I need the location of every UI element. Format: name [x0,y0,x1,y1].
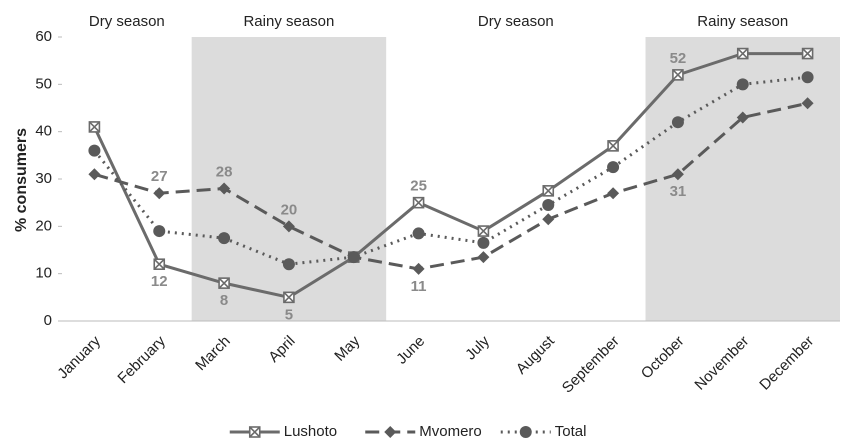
season-label: Rainy season [697,13,788,30]
x-tick-label: April [265,333,298,366]
marker-cross [153,258,165,270]
x-tick-label: September [559,333,623,397]
marker [283,291,295,304]
marker [736,47,749,60]
x-tick-label: August [513,332,559,378]
marker-cross [413,197,425,209]
season-label: Dry season [478,13,554,30]
marker [282,258,295,271]
marker [218,277,230,289]
marker [282,220,295,233]
y-tick-label: 50 [35,75,52,92]
marker [153,258,166,271]
marker [412,262,425,275]
marker [412,196,425,209]
marker [218,232,231,245]
data-label: 20 [281,201,298,218]
marker [153,187,166,200]
marker-cross [607,140,619,152]
marker [671,116,684,129]
season-band [191,37,387,321]
marker-cross [802,48,814,60]
y-tick-label: 40 [35,123,52,140]
marker [248,426,261,438]
season-label: Dry season [89,13,165,30]
data-label: 31 [670,183,687,200]
marker [477,251,490,264]
marker [607,187,620,200]
data-label: 25 [410,178,427,195]
y-tick-label: 30 [35,170,52,187]
y-tick-label: 60 [35,28,52,45]
marker-cross [218,277,230,289]
marker-cross [283,291,295,303]
marker [801,47,814,60]
legend-label: Total [555,423,587,440]
marker [542,213,555,226]
marker [672,69,684,81]
legend-label: Lushoto [284,423,337,440]
y-tick-label: 10 [35,265,52,282]
marker [412,227,425,240]
x-tick-label: December [756,333,817,394]
marker [88,168,101,181]
data-label: 28 [216,163,233,180]
marker [542,199,555,212]
marker [347,251,360,264]
data-label: 11 [411,278,427,295]
x-tick-label: May [331,332,363,364]
marker [477,236,490,249]
marker [671,168,684,181]
marker [736,78,749,91]
marker [801,71,814,84]
x-tick-label: February [114,332,169,387]
marker [88,144,101,157]
data-label: 27 [151,168,168,185]
marker [153,225,166,238]
marker-cross [88,121,100,133]
data-label: 52 [670,50,687,67]
marker-cross [477,225,489,237]
x-tick-label: November [691,333,752,394]
x-tick-label: July [462,332,493,363]
marker-cross [737,48,749,60]
data-label: 12 [151,273,168,290]
x-tick-label: January [54,332,104,382]
marker [607,161,620,174]
marker [607,140,619,152]
marker-cross [249,426,261,438]
marker [218,182,231,195]
marker-cross [672,69,684,81]
marker [801,97,814,110]
data-label: 8 [220,292,228,309]
series-line [93,75,808,266]
marker [88,121,101,133]
x-tick-label: June [393,333,428,368]
y-tick-label: 0 [44,312,52,329]
marker-cross [542,185,554,197]
marker [384,426,397,438]
series-line [93,52,808,299]
data-label: 5 [285,306,293,323]
marker [477,225,490,237]
x-tick-label: October [638,333,688,383]
legend-label: Mvomero [419,423,482,440]
y-tick-label: 20 [35,217,52,234]
x-tick-label: March [192,333,233,374]
series-line [93,101,808,271]
season-label: Rainy season [243,13,334,30]
marker [736,111,749,124]
marker [542,185,555,197]
marker [519,426,532,438]
y-axis-label: % consumers [13,128,30,232]
